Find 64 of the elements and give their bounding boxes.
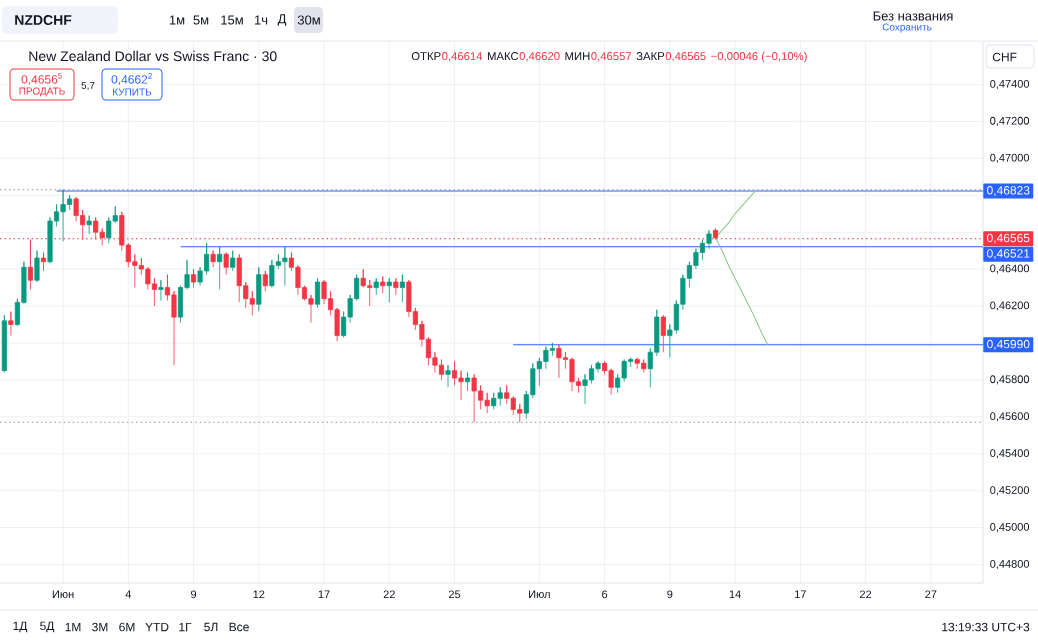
y-tick-label: 0,45200: [990, 486, 1030, 496]
annotation: 0,46557: [591, 52, 632, 62]
y-tick-label: 0,45800: [990, 375, 1030, 385]
annotation: МИН: [565, 52, 590, 60]
text: New Zealand Dollar vs Swiss Franc · 30: [29, 50, 277, 62]
text: 6М: [119, 622, 135, 632]
text: Д: [277, 14, 287, 26]
x-tick-label: 9: [667, 590, 673, 599]
x-tick-label: 4: [125, 590, 132, 598]
text: 15м: [221, 15, 243, 25]
y-tick-label: 0,47000: [990, 153, 1030, 163]
x-tick-label: Июл: [529, 590, 550, 599]
y-tick-label: 0,44800: [990, 560, 1030, 570]
y-tick-label: 0,45600: [990, 412, 1030, 422]
data-label: 0,45990: [987, 339, 1030, 350]
annotation: ЗАКР: [636, 52, 665, 61]
x-tick-label: 27: [925, 590, 937, 599]
text: Без названия: [873, 11, 953, 21]
annotation: 0,4662$^{2}$: [111, 72, 152, 86]
data-label: 0,46521: [987, 249, 1030, 260]
text: 5Л: [204, 622, 218, 632]
text: 13:19:33 UTC+3: [942, 622, 1030, 632]
text: NZDCHF: [15, 15, 72, 25]
text: 1М: [65, 622, 81, 632]
x-tick-label: Июн: [52, 590, 74, 599]
x-tick-label: 22: [383, 590, 395, 599]
x-tick-label: 6: [602, 590, 608, 599]
annotation: 0,46565: [665, 52, 706, 62]
x-tick-label: 17: [795, 590, 806, 598]
annotation: ОТКР: [411, 52, 441, 61]
y-tick-label: 0,47200: [990, 116, 1030, 126]
y-tick-label: 0,45000: [990, 523, 1030, 533]
x-tick-label: 12: [253, 590, 265, 599]
data-label: 0,46823: [987, 186, 1030, 196]
annotation: 0,46614: [442, 52, 483, 62]
x-tick-label: 25: [448, 590, 461, 599]
y-tick-label: 0,46200: [990, 301, 1030, 311]
text: 30м: [297, 15, 320, 25]
annotation: ПРОДАТЬ: [19, 87, 65, 97]
annotation: 5,7: [81, 81, 95, 91]
text: 1ч: [254, 15, 268, 25]
annotation: 0,4656$^{5}$: [21, 72, 62, 86]
x-tick-label: 14: [729, 590, 741, 598]
y-tick-label: 0,46400: [990, 264, 1030, 274]
text: 1м: [169, 15, 185, 25]
y-tick-label: 0,45400: [990, 449, 1030, 459]
text: 1Г: [179, 622, 192, 632]
ref-line-label: 0,46565: [987, 233, 1030, 244]
y-tick-label: 0,47400: [990, 79, 1030, 90]
annotation: −0,00046 (−0,10%): [711, 51, 807, 63]
text: Все: [229, 622, 249, 632]
x-tick-label: 17: [318, 590, 330, 598]
annotation: МАКС: [487, 52, 519, 61]
text: 5Д: [40, 621, 55, 633]
text: YTD: [145, 622, 169, 632]
y-axis-title: CHF: [992, 52, 1017, 62]
x-tick-label: 9: [191, 590, 197, 599]
text: 5м: [193, 15, 209, 25]
text: 1Д: [13, 621, 28, 633]
x-tick-label: 22: [860, 590, 872, 599]
annotation: КУПИТЬ: [113, 88, 152, 96]
text: Сохранить: [882, 23, 932, 33]
annotation: 0,46620: [519, 52, 560, 62]
text: 3М: [92, 622, 108, 632]
